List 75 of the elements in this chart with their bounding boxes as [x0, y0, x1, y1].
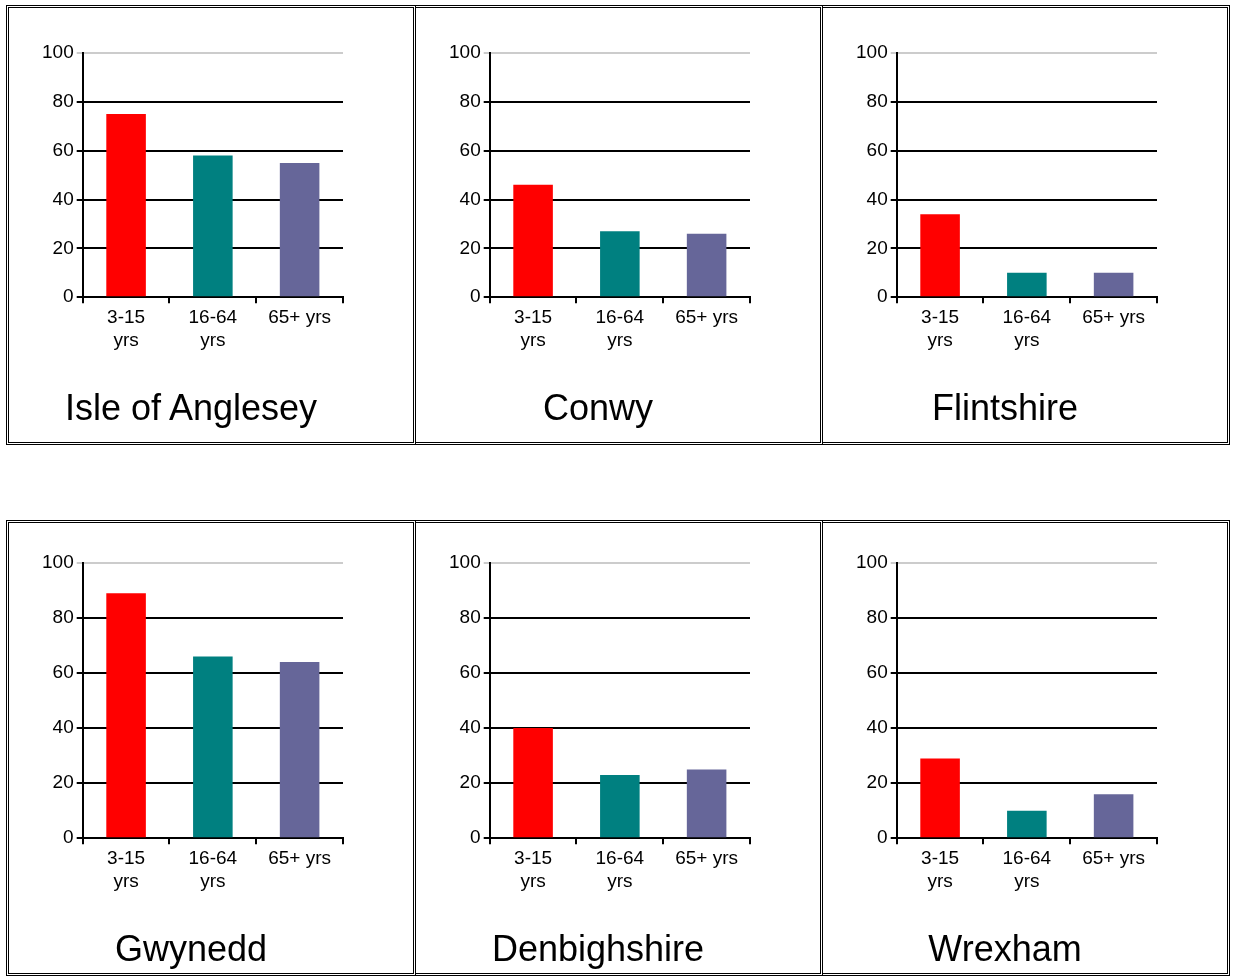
y-tick-label: 100	[42, 551, 74, 573]
y-tick-label: 0	[63, 285, 74, 307]
y-tick-label: 80	[459, 606, 481, 628]
bar	[513, 184, 553, 297]
y-tick-label: 40	[866, 187, 888, 209]
bar	[1093, 794, 1134, 838]
y-tick-label: 80	[52, 606, 74, 628]
x-tick-label: 3-15 yrs	[107, 305, 146, 350]
x-tick-label: 65+ yrs	[675, 846, 739, 868]
y-tick-label: 60	[459, 661, 481, 683]
y-tick-label: 0	[470, 826, 481, 848]
y-tick-label: 60	[52, 138, 74, 160]
text: Denbighshire	[491, 928, 705, 970]
bar	[513, 728, 553, 838]
y-tick-label: 80	[866, 606, 888, 628]
y-tick-label: 80	[866, 90, 888, 112]
bar	[279, 162, 320, 297]
y-tick-label: 20	[459, 236, 481, 258]
x-tick-label: 3-15 yrs	[921, 305, 960, 350]
y-tick-label: 40	[866, 716, 888, 738]
y-tick-label: 60	[866, 138, 888, 160]
bar	[106, 593, 146, 838]
text: Conwy	[542, 387, 654, 429]
y-tick-label: 20	[52, 236, 74, 258]
x-tick-label: 65+ yrs	[675, 305, 739, 327]
y-tick-label: 60	[52, 661, 74, 683]
bar	[279, 662, 320, 838]
y-tick-label: 100	[449, 41, 481, 63]
bar	[600, 231, 640, 297]
y-tick-label: 0	[877, 285, 888, 307]
y-tick-label: 0	[877, 826, 888, 848]
bar	[1007, 810, 1047, 838]
text: Flintshire	[931, 387, 1079, 429]
y-tick-label: 80	[52, 90, 74, 112]
x-tick-label: 16-64 yrs	[188, 846, 238, 891]
y-tick-label: 40	[52, 187, 74, 209]
y-tick-label: 40	[52, 716, 74, 738]
y-tick-label: 80	[459, 90, 481, 112]
x-tick-label: 3-15 yrs	[921, 846, 960, 891]
y-tick-label: 20	[866, 771, 888, 793]
x-tick-label: 65+ yrs	[1082, 305, 1146, 327]
y-tick-label: 40	[459, 187, 481, 209]
bar	[106, 114, 146, 297]
bar	[920, 758, 960, 838]
y-tick-label: 100	[856, 41, 888, 63]
x-tick-label: 65+ yrs	[1082, 846, 1146, 868]
x-tick-label: 65+ yrs	[268, 305, 332, 327]
bar	[193, 155, 233, 297]
bar	[193, 656, 233, 838]
y-tick-label: 100	[449, 551, 481, 573]
x-tick-label: 16-64 yrs	[1002, 305, 1052, 350]
y-tick-label: 60	[459, 138, 481, 160]
x-tick-label: 16-64 yrs	[188, 305, 238, 350]
y-tick-label: 20	[459, 771, 481, 793]
x-tick-label: 3-15 yrs	[107, 846, 146, 891]
y-tick-label: 20	[52, 771, 74, 793]
y-tick-label: 40	[459, 716, 481, 738]
bar	[600, 774, 640, 838]
x-tick-label: 16-64 yrs	[595, 305, 645, 350]
y-tick-label: 100	[42, 41, 74, 63]
y-tick-label: 60	[866, 661, 888, 683]
x-tick-label: 16-64 yrs	[595, 846, 645, 891]
bar	[686, 769, 727, 838]
x-tick-label: 16-64 yrs	[1002, 846, 1052, 891]
text: Isle of Anglesey	[64, 387, 318, 429]
x-tick-label: 65+ yrs	[268, 846, 332, 868]
bar	[686, 233, 727, 297]
x-tick-label: 3-15 yrs	[514, 846, 553, 891]
x-tick-label: 3-15 yrs	[514, 305, 553, 350]
y-tick-label: 0	[470, 285, 481, 307]
text: Wrexham	[928, 928, 1082, 970]
text: Gwynedd	[114, 928, 268, 970]
y-tick-label: 0	[63, 826, 74, 848]
y-tick-label: 100	[856, 551, 888, 573]
y-tick-label: 20	[866, 236, 888, 258]
